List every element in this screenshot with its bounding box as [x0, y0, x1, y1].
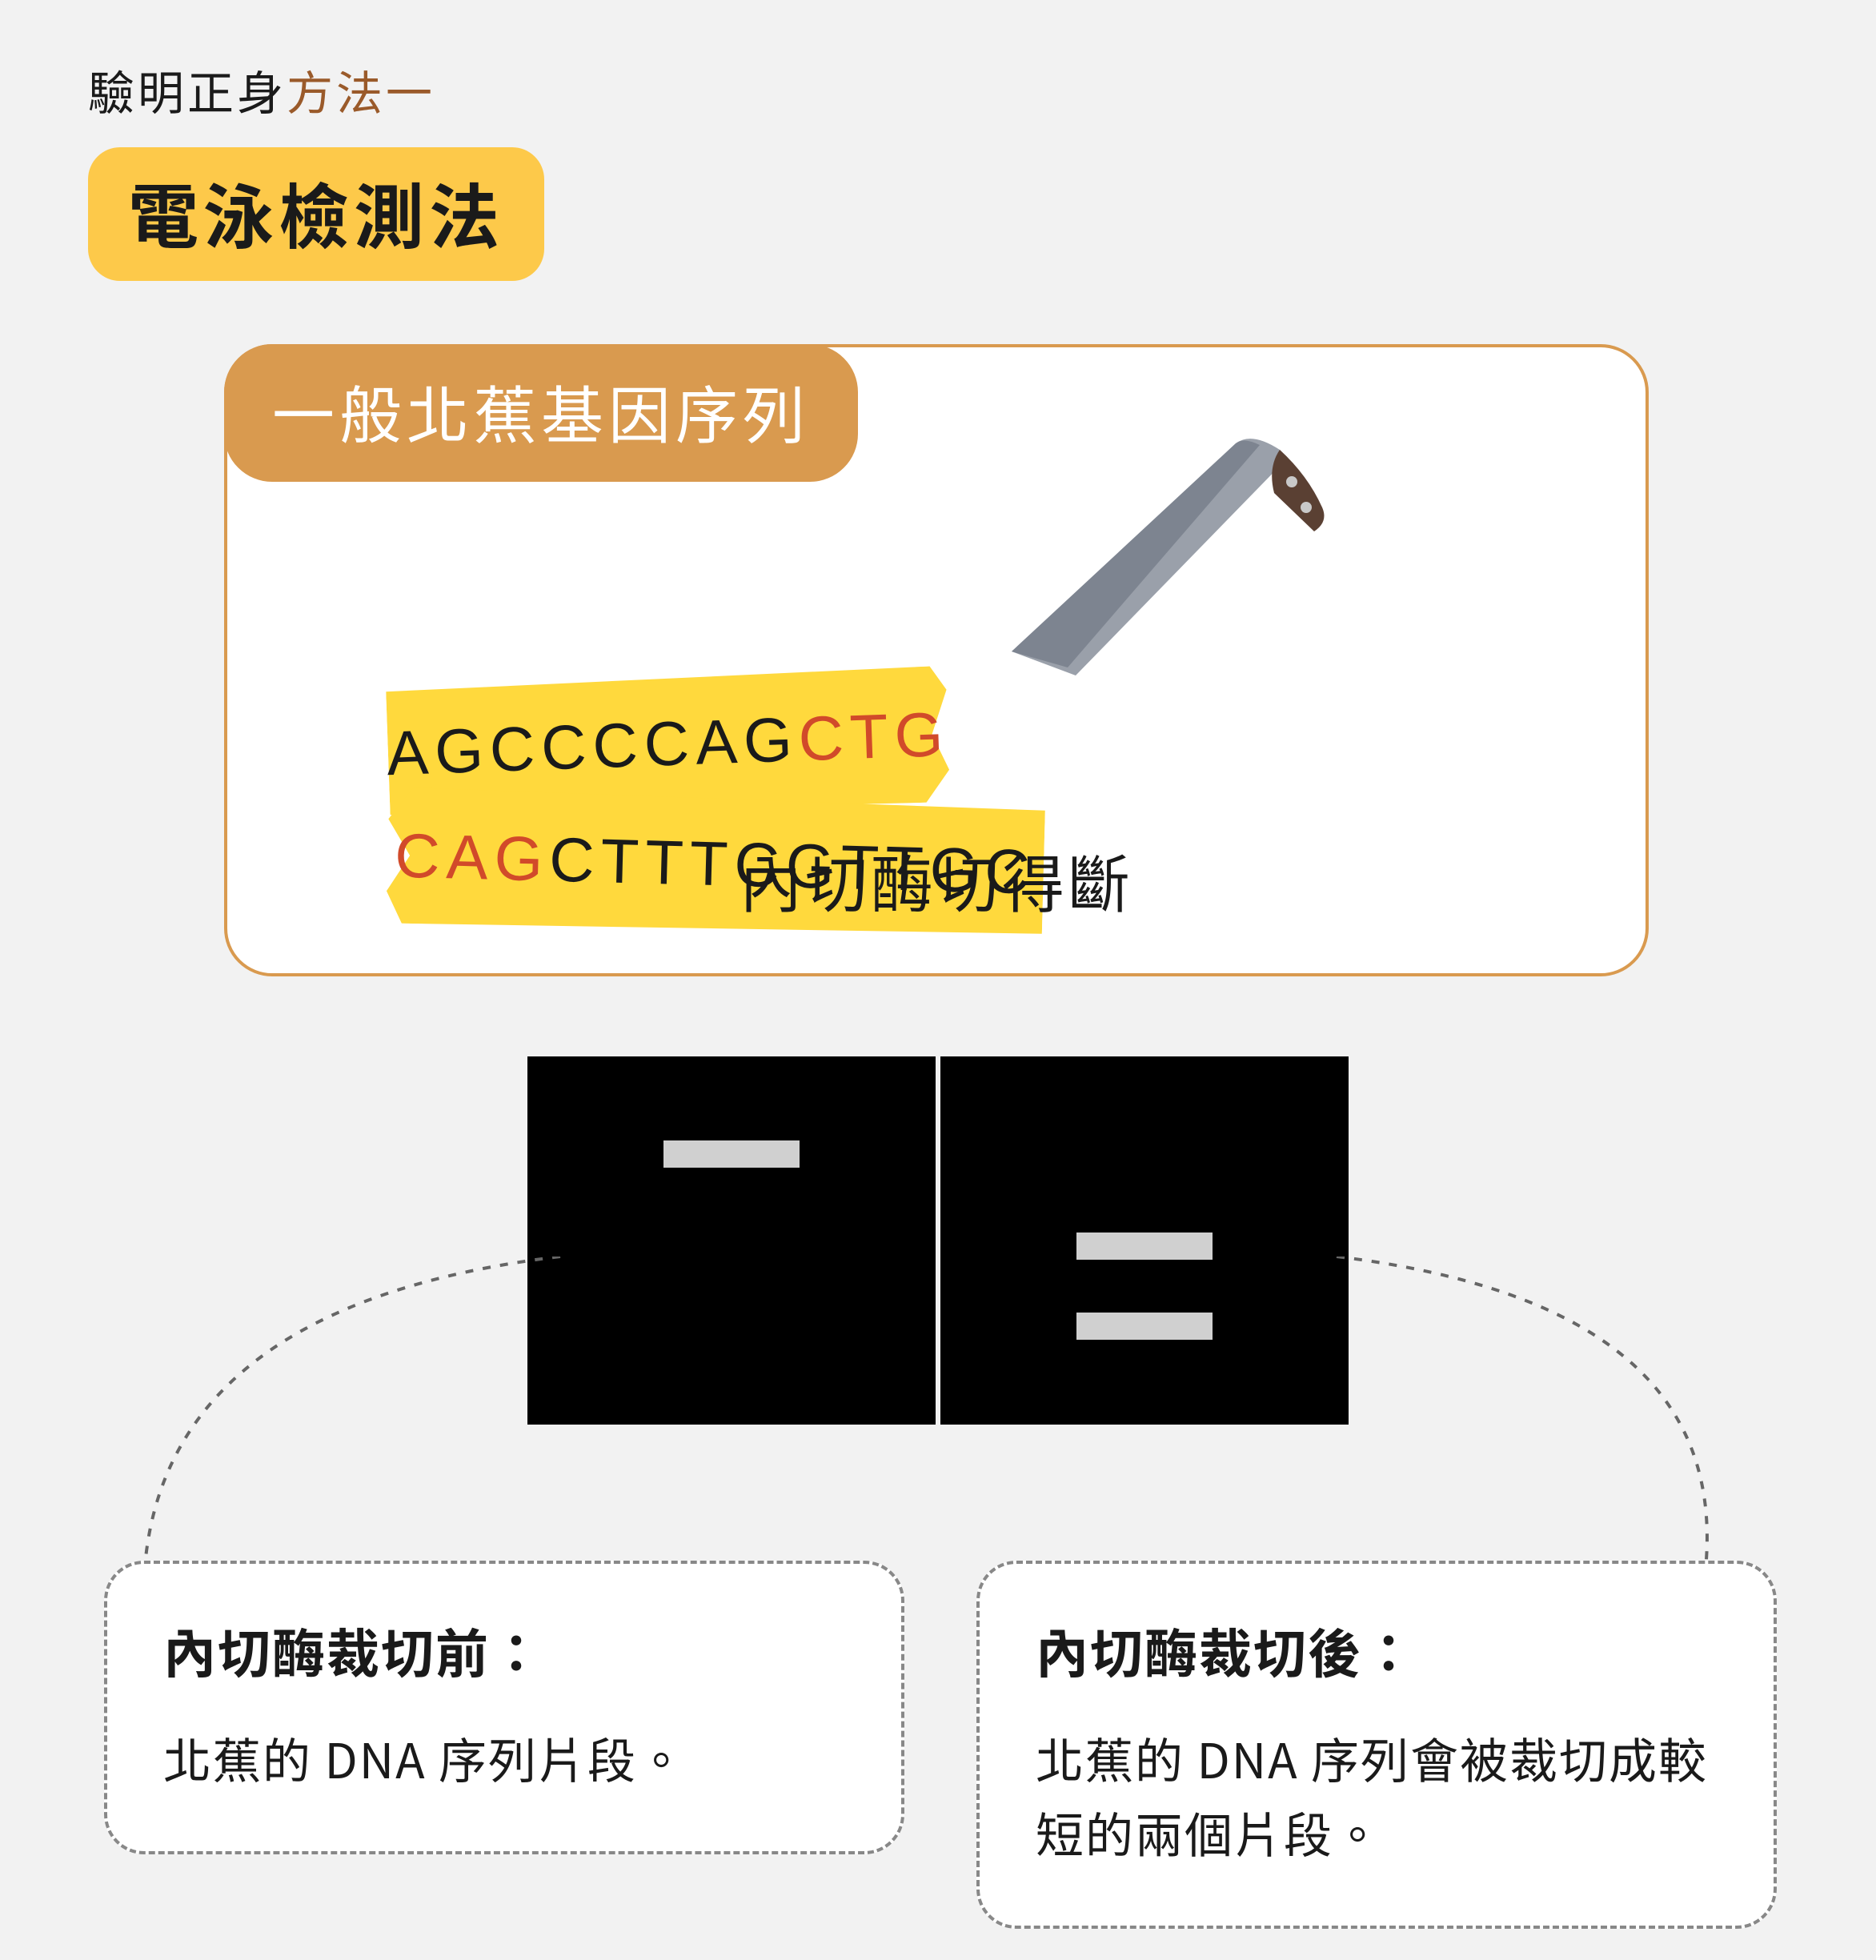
knife-icon [964, 411, 1332, 699]
seq-left-black: AGCCCCAG [386, 703, 800, 788]
note-after-title: 內切酶裁切後： [1036, 1612, 1718, 1689]
note-after: 內切酶裁切後： 北蕉的 DNA 序列會被裁切成較短的兩個片段。 [976, 1561, 1777, 1929]
note-before-title: 內切酶裁切前： [163, 1612, 845, 1689]
gel-band [663, 1140, 800, 1168]
note-after-body: 北蕉的 DNA 序列會被裁切成較短的兩個片段。 [1036, 1721, 1718, 1870]
gel-panel [527, 1056, 1349, 1425]
note-before: 內切酶裁切前： 北蕉的 DNA 序列片段。 [104, 1561, 904, 1854]
subtitle: 驗明正身方法一 [88, 56, 544, 123]
connector-right [1305, 1257, 1785, 1577]
sequence-panel: 一般北蕉基因序列 AGCCCCAGCTG CAGCTTTCGTTGC [224, 344, 1649, 976]
seq-right-red: CAG [394, 820, 550, 894]
seq-left-red: CTG [797, 698, 951, 774]
subtitle-part2: 方法一 [287, 56, 435, 123]
gel-lane-after [940, 1056, 1349, 1425]
gel-band [1076, 1313, 1213, 1340]
gel-band [1076, 1233, 1213, 1260]
note-before-body: 北蕉的 DNA 序列片段。 [163, 1721, 845, 1795]
subtitle-part1: 驗明正身 [88, 56, 287, 123]
panel-caption: 內切酶切得斷 [740, 836, 1133, 925]
title-chip: 電泳檢測法 [88, 147, 544, 281]
header: 驗明正身方法一 電泳檢測法 [88, 56, 544, 281]
gel-lane-before [527, 1056, 936, 1425]
panel-badge: 一般北蕉基因序列 [224, 344, 858, 482]
sequence-strips: AGCCCCAGCTG CAGCTTTCGTTGC [387, 659, 1572, 804]
